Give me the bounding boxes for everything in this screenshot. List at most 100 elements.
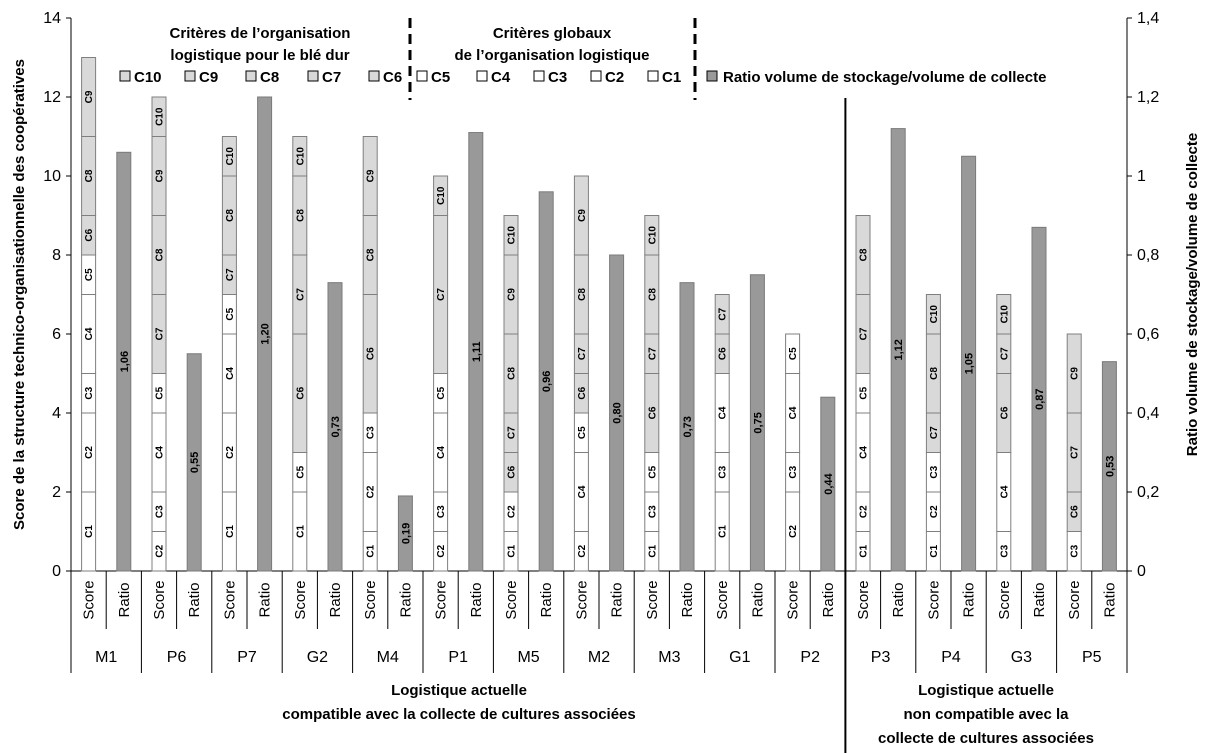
ratio-data-label: 0,19	[400, 523, 412, 544]
score-segment-label: C7	[225, 268, 236, 281]
cooperative-m3: C1 C3 C5 C6 C7 C8 C10 0,73	[644, 215, 695, 572]
score-segment-label: C3	[436, 505, 447, 518]
score-segment-label: C4	[155, 446, 166, 459]
score-segment-label: C8	[225, 209, 236, 222]
ratio-data-label: 1,05	[964, 353, 976, 374]
score-segment-label: C5	[647, 465, 658, 478]
score-tick-label: Score	[221, 580, 238, 619]
ratio-tick-label: Ratio	[468, 582, 485, 617]
right-tick-label: 0,2	[1137, 484, 1159, 501]
score-segment-c5	[785, 333, 801, 374]
ratio-tick-label: Ratio	[1031, 582, 1048, 617]
score-segment-label: C3	[718, 465, 729, 478]
cooperative-label: P2	[800, 649, 820, 666]
ratio-data-label: 0,44	[823, 473, 835, 495]
ratio-tick-label: Ratio	[609, 582, 626, 617]
left-tick-label: 8	[52, 247, 61, 264]
ratio-tick-label: Ratio	[890, 582, 907, 617]
score-segment-c9	[1066, 333, 1082, 414]
score-segment-label: C4	[788, 406, 799, 419]
score-segment-label: C4	[999, 485, 1010, 498]
score-segment-label: C5	[436, 386, 447, 399]
cooperative-label: G1	[729, 649, 750, 666]
score-segment-label: C4	[436, 446, 447, 459]
score-segment-label: C1	[929, 544, 940, 557]
score-segment-c9	[573, 175, 589, 256]
score-tick-label: Score	[714, 580, 731, 619]
ratio-data-label: 0,87	[1034, 388, 1046, 409]
ratio-bar	[961, 155, 977, 572]
legend-swatch-c4	[476, 70, 488, 82]
ratio-tick-label: Ratio	[186, 582, 203, 617]
cooperative-label: M5	[517, 649, 539, 666]
cooperative-label: M1	[95, 649, 117, 666]
ratio-tick-label: Ratio	[116, 582, 133, 617]
score-segment-c9	[362, 136, 378, 216]
score-segment-label: C10	[225, 147, 236, 166]
score-tick-label: Score	[855, 580, 872, 619]
legend-group-global-title: de l’organisation logistique	[454, 47, 649, 64]
score-segment-label: C1	[718, 525, 729, 538]
ratio-tick-label: Ratio	[327, 582, 344, 617]
score-segment-label: C7	[647, 347, 658, 360]
ratio-bar	[468, 132, 484, 572]
score-segment-label: C6	[577, 386, 588, 399]
score-segment-label: C8	[366, 248, 377, 261]
score-segment-c10	[433, 175, 449, 216]
score-segment-c10	[503, 215, 519, 256]
score-segment-label: C6	[84, 228, 95, 241]
score-segment-label: C2	[84, 446, 95, 459]
ratio-bar	[679, 282, 695, 572]
cooperative-label: P5	[1082, 649, 1102, 666]
score-segment-c9	[81, 57, 97, 137]
ratio-bar	[257, 96, 273, 572]
cooperative-m2: C2 C4 C5 C6 C7 C8 C9 0,80	[573, 175, 625, 572]
legend-group-wheat-title: Critères de l’organisation	[170, 25, 351, 42]
ratio-tick-label: Ratio	[257, 582, 274, 617]
score-tick-label: Score	[151, 580, 168, 619]
cooperative-label: G3	[1011, 649, 1032, 666]
score-segment-c10	[221, 136, 237, 177]
cooperative-m1: C1 C2 C3 C4 C5 C6 C8 C9 1,06	[81, 57, 132, 572]
score-segment-c10	[292, 136, 308, 177]
score-segment-c10	[996, 294, 1012, 335]
score-segment-label: C4	[84, 327, 95, 340]
non-compatible-group-label: non compatible avec la	[903, 706, 1069, 723]
cooperative-label: P7	[237, 649, 257, 666]
score-segment-label: C10	[436, 186, 447, 205]
score-segment-c10	[925, 294, 941, 335]
score-segment-label: C9	[366, 169, 377, 182]
cooperative-p3: C1 C2 C4 C5 C7 C8 1,12	[855, 128, 906, 572]
legend-swatch-ratio	[706, 70, 718, 82]
score-segment-label: C7	[577, 347, 588, 360]
legend-label-c5: C5	[431, 69, 450, 86]
score-segment-label: C9	[84, 90, 95, 103]
score-segment-label: C2	[577, 544, 588, 557]
score-segment-label: C8	[295, 209, 306, 222]
cooperative-m5: C1 C2 C6 C7 C8 C9 C10 0,96	[503, 191, 554, 572]
legend-swatch-c9	[184, 70, 196, 82]
cooperative-label: P6	[167, 649, 187, 666]
right-tick-label: 1,4	[1137, 10, 1159, 27]
compatible-group-label: Logistique actuelle	[391, 682, 527, 699]
cooperative-p5: C3 C6 C7 C9 0,53	[1066, 333, 1117, 572]
ratio-bar	[1101, 361, 1117, 572]
ratio-bar	[609, 254, 625, 572]
ratio-data-label: 0,73	[682, 416, 694, 437]
ratio-data-label: 0,80	[612, 402, 624, 423]
score-segment-label: C10	[647, 226, 658, 245]
score-segment-label: C9	[1070, 367, 1081, 380]
score-segment-label: C9	[155, 169, 166, 182]
score-segment-label: C6	[999, 406, 1010, 419]
score-segment-label: C6	[1070, 505, 1081, 518]
score-segment-label: C10	[507, 226, 518, 245]
score-segment-label: C6	[507, 465, 518, 478]
score-segment-label: C8	[507, 367, 518, 380]
score-tick-label: Score	[81, 580, 98, 619]
score-segment-label: C10	[999, 305, 1010, 324]
legend-swatch-c10	[119, 70, 131, 82]
ratio-data-label: 0,53	[1104, 456, 1116, 477]
score-segment-label: C5	[788, 347, 799, 360]
score-segment-label: C1	[295, 525, 306, 538]
score-segment-label: C9	[507, 288, 518, 301]
